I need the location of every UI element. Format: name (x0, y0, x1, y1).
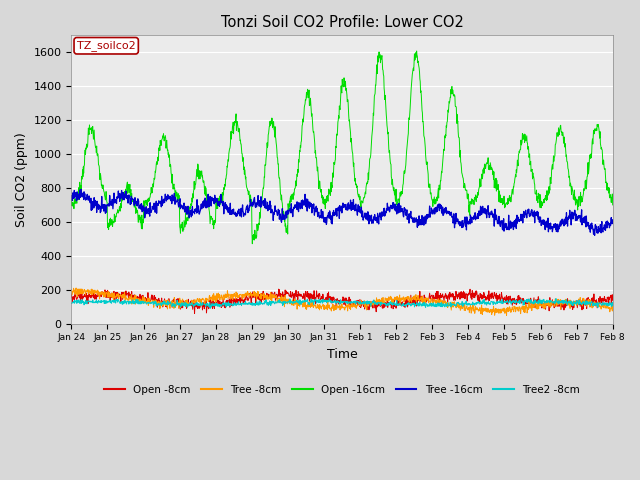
Open -8cm (609, 298, 616, 303)
Open -16cm (609, 202, 616, 208)
Open -8cm (298, 293, 306, 299)
Tree -8cm (609, 301, 616, 307)
Open -8cm (191, 311, 198, 316)
Tree -16cm (591, 232, 598, 238)
Open -8cm (319, 291, 326, 297)
Title: Tonzi Soil CO2 Profile: Lower CO2: Tonzi Soil CO2 Profile: Lower CO2 (221, 15, 463, 30)
Tree2 -8cm (325, 296, 333, 301)
Tree -16cm (319, 213, 326, 219)
Tree -8cm (502, 312, 510, 318)
Tree -8cm (68, 287, 76, 293)
Tree -8cm (132, 292, 140, 298)
Line: Open -16cm: Open -16cm (72, 51, 612, 244)
Open -16cm (376, 51, 383, 57)
Tree -16cm (132, 201, 140, 206)
Text: TZ_soilco2: TZ_soilco2 (77, 40, 136, 51)
Open -8cm (309, 292, 317, 298)
Tree2 -8cm (131, 300, 139, 306)
Open -8cm (275, 286, 282, 292)
Open -16cm (319, 196, 326, 202)
Tree2 -8cm (68, 300, 76, 306)
Tree -8cm (308, 303, 316, 309)
Tree -16cm (376, 210, 383, 216)
Open -16cm (131, 203, 139, 209)
Open -16cm (413, 48, 420, 54)
X-axis label: Time: Time (326, 348, 357, 361)
Tree -8cm (376, 301, 383, 307)
Open -16cm (298, 138, 305, 144)
Tree2 -8cm (207, 305, 214, 311)
Tree2 -8cm (298, 299, 305, 304)
Tree2 -8cm (308, 297, 316, 303)
Tree -8cm (110, 297, 118, 302)
Tree -16cm (298, 198, 305, 204)
Tree -16cm (609, 217, 616, 223)
Open -8cm (68, 291, 76, 297)
Open -16cm (68, 195, 76, 201)
Tree -8cm (72, 285, 80, 291)
Tree2 -8cm (376, 300, 384, 306)
Tree -16cm (110, 196, 118, 202)
Line: Tree -16cm: Tree -16cm (72, 189, 612, 235)
Line: Open -8cm: Open -8cm (72, 289, 612, 313)
Line: Tree2 -8cm: Tree2 -8cm (72, 299, 612, 308)
Tree2 -8cm (109, 300, 117, 305)
Legend: Open -8cm, Tree -8cm, Open -16cm, Tree -16cm, Tree2 -8cm: Open -8cm, Tree -8cm, Open -16cm, Tree -… (100, 381, 584, 399)
Open -16cm (308, 121, 316, 127)
Tree -8cm (298, 301, 305, 307)
Tree2 -8cm (319, 300, 326, 306)
Open -8cm (109, 295, 117, 301)
Y-axis label: Soil CO2 (ppm): Soil CO2 (ppm) (15, 132, 28, 227)
Tree2 -8cm (609, 302, 616, 308)
Open -8cm (131, 293, 139, 299)
Tree -16cm (308, 206, 316, 212)
Tree -16cm (77, 186, 85, 192)
Tree -16cm (68, 193, 76, 199)
Open -16cm (248, 241, 256, 247)
Line: Tree -8cm: Tree -8cm (72, 288, 612, 315)
Open -8cm (376, 303, 384, 309)
Open -16cm (109, 219, 117, 225)
Tree -8cm (319, 302, 326, 308)
